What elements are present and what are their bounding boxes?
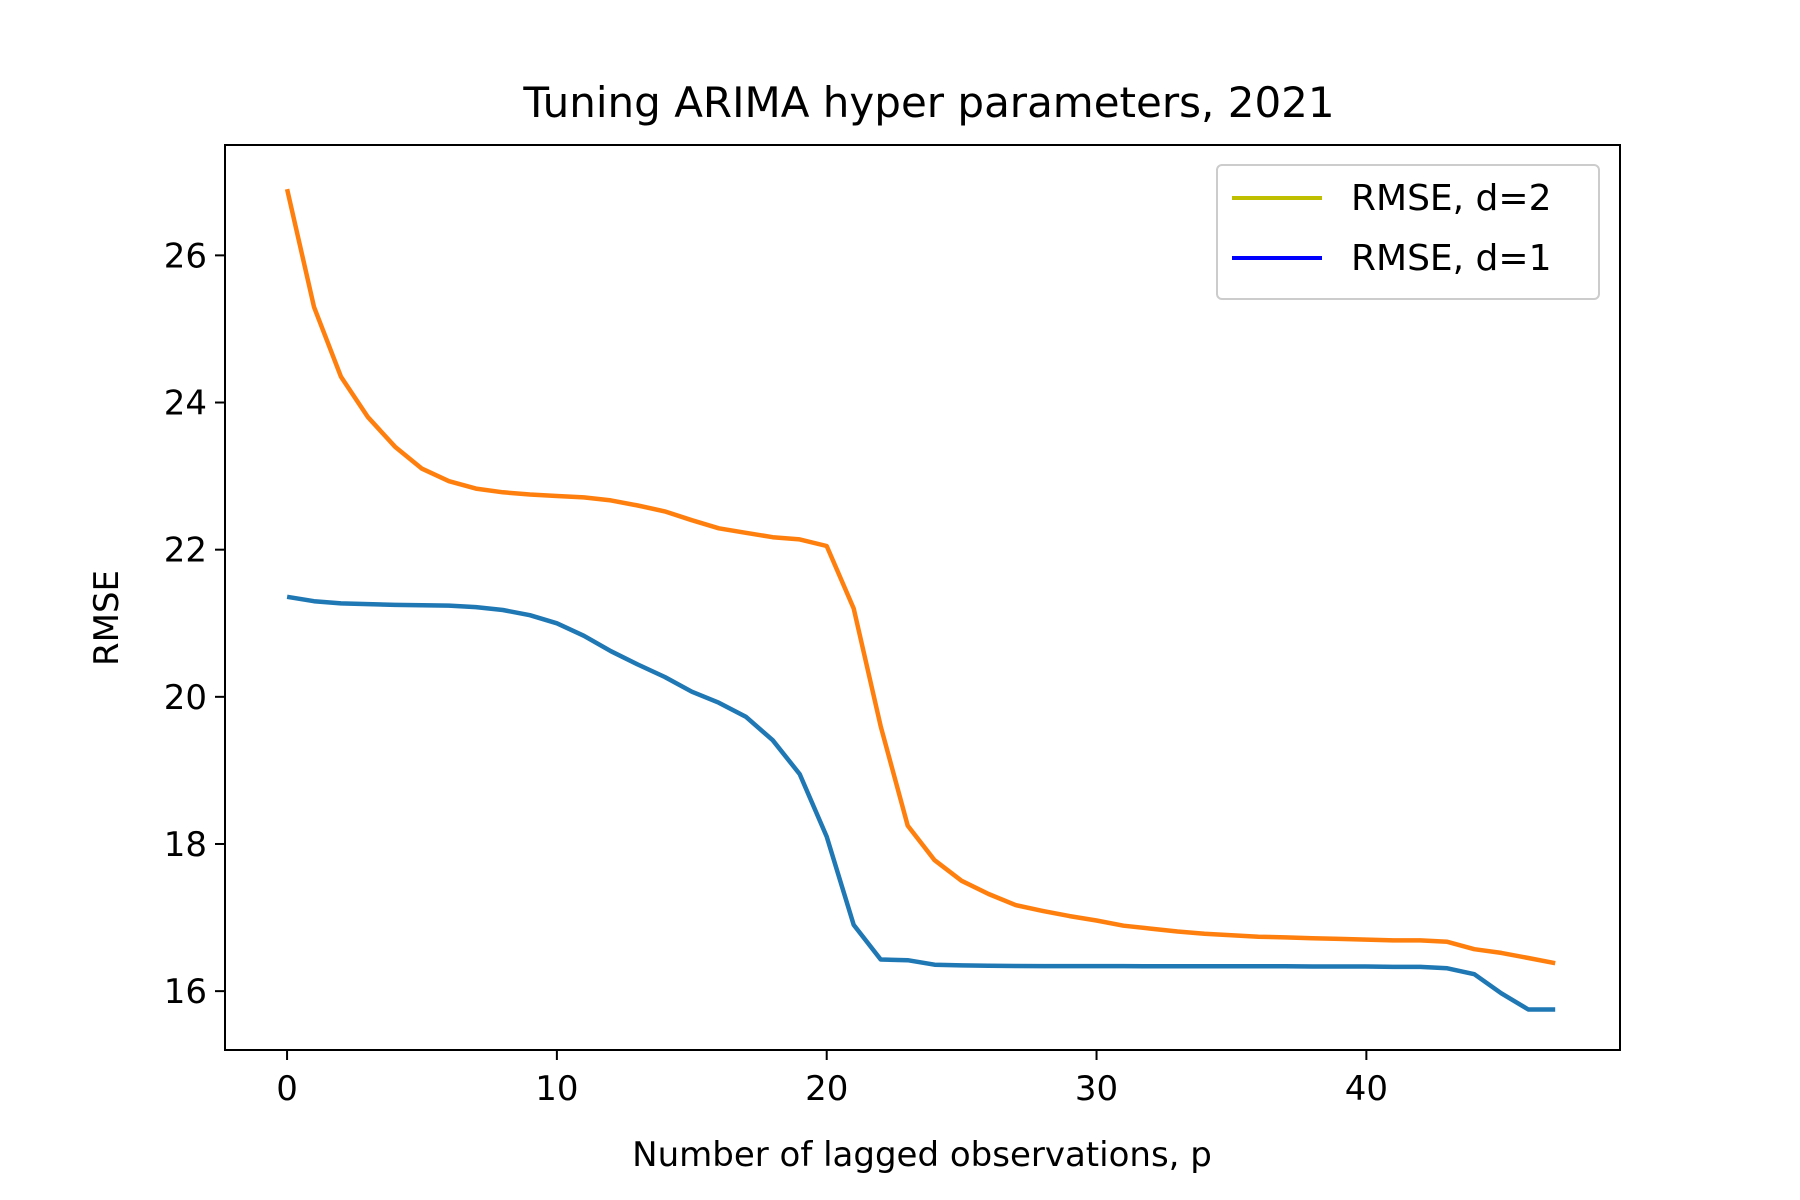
chart-title: Tuning ARIMA hyper parameters, 2021 bbox=[522, 78, 1334, 127]
x-axis: 0 10 20 30 40 bbox=[276, 1050, 1388, 1109]
y-tick-label: 26 bbox=[164, 236, 207, 276]
plot-area bbox=[224, 144, 1621, 1051]
y-tick-label: 20 bbox=[164, 678, 207, 718]
y-tick-label: 16 bbox=[164, 972, 207, 1012]
x-axis-label: Number of lagged observations, p bbox=[632, 1135, 1212, 1175]
legend-label-d1: RMSE, d=1 bbox=[1351, 238, 1551, 279]
x-tick-label: 0 bbox=[276, 1069, 298, 1109]
y-tick-label: 18 bbox=[164, 825, 207, 865]
legend: RMSE, d=2 RMSE, d=1 bbox=[1216, 164, 1600, 300]
x-tick-label: 10 bbox=[535, 1069, 578, 1109]
legend-label-d2: RMSE, d=2 bbox=[1351, 178, 1551, 219]
x-tick-label: 40 bbox=[1345, 1069, 1388, 1109]
y-axis: 16 18 20 22 24 26 bbox=[164, 236, 225, 1012]
x-tick-label: 20 bbox=[805, 1069, 848, 1109]
series-layer bbox=[284, 188, 1556, 1012]
x-tick-label: 30 bbox=[1075, 1069, 1118, 1109]
y-axis-label: RMSE bbox=[87, 570, 127, 666]
series-line-2 bbox=[286, 594, 1556, 1012]
series-line-1 bbox=[284, 188, 1556, 966]
y-tick-label: 22 bbox=[164, 531, 207, 571]
y-tick-label: 24 bbox=[164, 384, 207, 424]
